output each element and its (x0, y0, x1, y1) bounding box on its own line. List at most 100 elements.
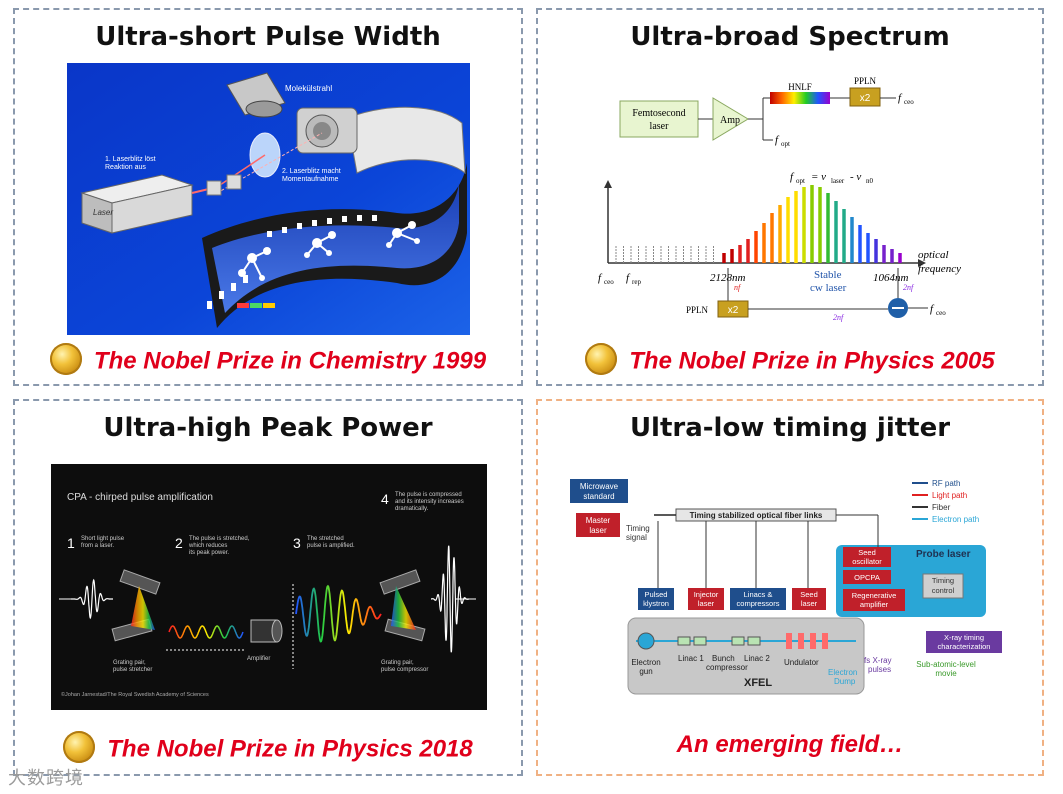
panel-ultralow: Ultra-low timing jitter Microwave standa… (536, 399, 1044, 776)
fceo-sub: ceo (904, 98, 914, 106)
fceo2-sub: ceo (936, 309, 946, 317)
stable-label: Stable (814, 269, 842, 281)
prize-text: The Nobel Prize in Physics 2018 (107, 735, 473, 763)
timing: Timing (626, 524, 650, 533)
fceo2-label: f (930, 303, 935, 315)
g2: Grating pair, (381, 660, 414, 666)
laser2-label: 2. Laserblitz macht (282, 168, 341, 175)
nobel-medal-icon (49, 343, 82, 375)
standard: standard (583, 492, 614, 501)
prize-text: The Nobel Prize in Physics 2005 (629, 347, 995, 375)
panel-ultrahigh: Ultra-high Peak Power CPA - chirped puls… (13, 399, 523, 776)
s1n: 1 (67, 535, 75, 551)
prize-line: An emerging field… (538, 731, 1042, 759)
g2b: pulse compressor (381, 667, 428, 673)
compressed-pulse-wave (430, 545, 470, 653)
regen2: amplifier (860, 600, 889, 609)
eq-f: f (790, 171, 795, 183)
frep-f: f (598, 272, 603, 284)
x2-label: x2 (860, 93, 871, 104)
seed-osc: Seed (858, 548, 876, 557)
s2c: its peak power. (189, 550, 229, 556)
optical-label: optical (918, 249, 949, 261)
inj2: laser (698, 599, 715, 608)
linacs2: compressors (737, 599, 780, 608)
panel-title: Ultra-short Pulse Width (95, 22, 441, 52)
pk2: klystron (643, 599, 669, 608)
eq-sub1: opt (796, 177, 805, 185)
opcpa: OPCPA (854, 573, 880, 582)
nobel-medal-icon (63, 731, 96, 763)
fs: fs X-ray (864, 656, 892, 665)
inj: Injector (694, 590, 719, 599)
xray: X-ray timing (944, 633, 984, 642)
tc: Timing (932, 576, 954, 585)
master: Master (586, 516, 611, 525)
s2: The pulse is stretched, (189, 536, 250, 542)
panel-title: Ultra-high Peak Power (103, 413, 433, 443)
bunch2: compressor (706, 663, 748, 672)
eq-sub2: laser (831, 177, 845, 185)
edump2: Dump (834, 677, 856, 686)
seed2: laser (801, 599, 818, 608)
s1: Short light pulse (81, 536, 125, 542)
stretched-pulse-wave (168, 625, 244, 639)
prize-text: The Nobel Prize in Chemistry 1999 (93, 347, 487, 375)
links: Timing stabilized optical fiber links (690, 511, 823, 520)
beam-label: Molekülstrahl (285, 84, 332, 93)
master-laser: laser (589, 526, 607, 535)
laser1b-label: Reaktion aus (105, 164, 146, 171)
hnlf-label: HNLF (788, 82, 812, 92)
prize-text: An emerging field… (676, 731, 904, 758)
linac2: Linac 2 (744, 654, 770, 663)
linacs: Linacs & (744, 590, 773, 599)
fceo-label: f (898, 92, 903, 104)
bunch: Bunch (712, 654, 735, 663)
comb-lines (615, 185, 902, 263)
s3n: 3 (293, 535, 301, 551)
edump: Electron (828, 668, 857, 677)
microwave: Microwave (580, 482, 619, 491)
fceo-sub2: ceo (604, 278, 614, 286)
panel-ultrashort: Ultra-short Pulse Width (13, 8, 523, 386)
g1: Grating pair, (113, 660, 146, 666)
nobel-medal-icon (585, 343, 618, 375)
cw-label: cw laser (810, 282, 847, 294)
seed: Seed (800, 590, 818, 599)
nfr2-label: 2nf (903, 283, 915, 292)
laser2b-label: Momentaufnahme (282, 176, 339, 183)
legend-rf: RF path (932, 479, 960, 488)
cpa-illustration: CPA - chirped pulse amplification 1 Shor… (51, 464, 487, 710)
xray2: characterization (938, 642, 991, 651)
eq-sub3: n0 (866, 177, 874, 185)
seed-osc2: oscillator (852, 557, 882, 566)
s4b: and its intensity increases (395, 499, 464, 505)
frequency-label: frequency (918, 263, 961, 275)
s1b: from a laser. (81, 543, 114, 549)
panel-title: Ultra-broad Spectrum (630, 22, 950, 52)
sub2: movie (935, 669, 957, 678)
s4c: dramatically. (395, 506, 429, 512)
egun2: gun (639, 667, 652, 676)
s3: The stretched (307, 536, 344, 542)
g1b: pulse stretcher (113, 667, 152, 673)
eq-rest2: - ν (850, 171, 861, 183)
linac1: Linac 1 (678, 654, 704, 663)
legend-light: Light path (932, 491, 967, 500)
amplified-pulse-wave (295, 584, 382, 643)
egun: Electron (631, 658, 660, 667)
eq-rest: = ν (811, 171, 826, 183)
laser1-label: 1. Laserblitz löst (105, 156, 156, 163)
laser-box-label: Laser (93, 208, 113, 217)
x2b-label: x2 (728, 305, 739, 316)
prize-line: The Nobel Prize in Physics 2005 (538, 343, 1042, 378)
amp-label: Amp (720, 115, 740, 126)
tc2: control (932, 586, 955, 595)
fs2: pulses (868, 665, 891, 674)
pk: Pulsed (645, 590, 668, 599)
s2b: which reduces (188, 543, 227, 549)
femto2-label: laser (650, 121, 670, 132)
nm1064-label: 1064nm (873, 272, 909, 284)
nfr-label: nf (734, 283, 742, 292)
s3b: pulse is amplified. (307, 543, 355, 549)
